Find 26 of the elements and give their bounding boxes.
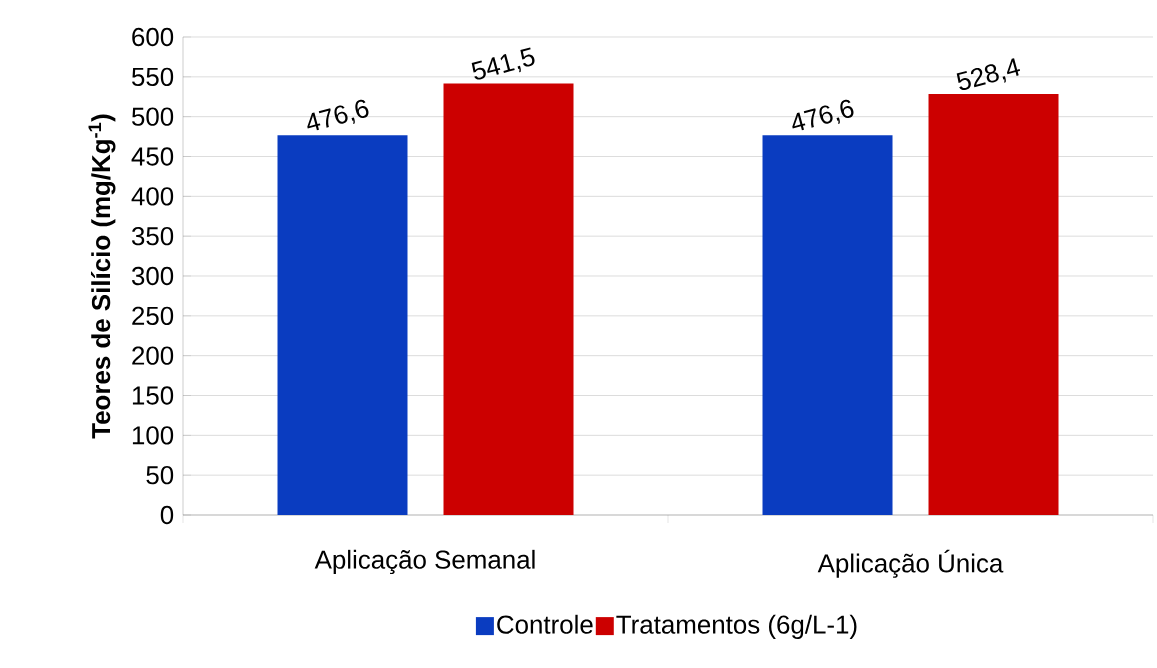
y-tick-label: 550 xyxy=(131,67,174,86)
bar xyxy=(762,135,893,515)
y-tick-label: 350 xyxy=(131,226,174,246)
legend-label: Tratamentos (6g/L-1) xyxy=(616,614,857,639)
y-tick-label: 200 xyxy=(132,346,174,365)
x-tick-label: Aplicação Semanal xyxy=(314,549,535,575)
data-label: 528,4 xyxy=(956,58,1021,91)
data-label: 476,6 xyxy=(307,99,369,131)
bar xyxy=(277,135,408,515)
y-tick-label: 250 xyxy=(132,306,174,325)
y-axis-title: Teores de Silício (mg/Kg$^{-1}$) xyxy=(88,114,116,439)
y-tick-label: 600 xyxy=(132,27,174,47)
x-tick-label: Aplicação Única xyxy=(817,549,1004,578)
y-tick-label: 50 xyxy=(146,465,174,485)
data-label: 541,5 xyxy=(471,47,535,80)
y-tick-label: 500 xyxy=(131,107,174,126)
y-tick-label: 450 xyxy=(131,147,174,166)
y-tick-label: 0 xyxy=(160,505,174,525)
y-tick-label: 150 xyxy=(132,386,174,405)
data-label: 476,6 xyxy=(792,99,854,131)
y-tick-label: 300 xyxy=(131,266,174,286)
y-tick-label: 100 xyxy=(132,426,174,445)
bar xyxy=(928,94,1059,515)
y-tick-label: 400 xyxy=(131,187,174,206)
legend-label: Controle xyxy=(497,614,593,634)
bar xyxy=(443,83,574,515)
